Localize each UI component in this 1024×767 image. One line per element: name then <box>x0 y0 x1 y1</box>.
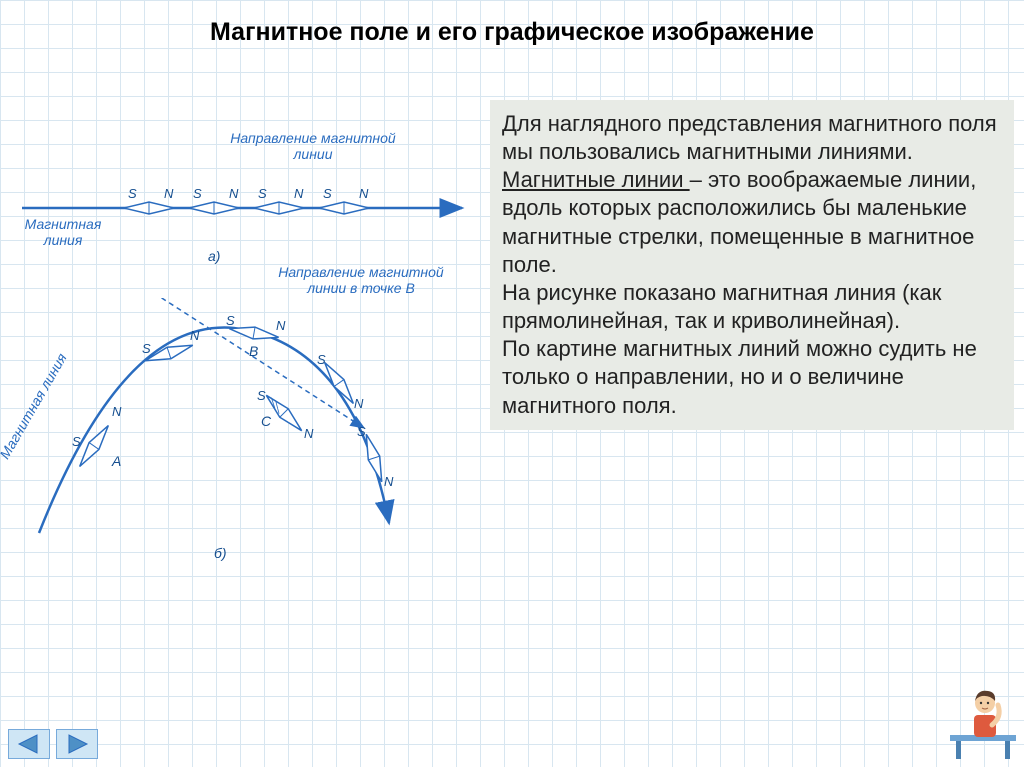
term-magnetic-lines: Магнитные линии <box>502 167 690 192</box>
svg-text:S: S <box>193 186 202 201</box>
para4: По картине магнитных линий можно судить … <box>502 336 977 417</box>
page-title-text: Магнитное поле и его графическое изображ… <box>210 18 814 46</box>
svg-text:C: C <box>261 413 272 429</box>
curve-line-svg: S N A S N S N B S N S <box>14 298 474 568</box>
compass-2: S N <box>189 186 239 214</box>
label-a: а) <box>208 248 220 264</box>
svg-text:N: N <box>190 328 200 343</box>
svg-text:B: B <box>249 343 258 359</box>
svg-text:N: N <box>384 474 394 489</box>
svg-text:S: S <box>258 186 267 201</box>
diagram: Направление магнитной линии S N S N S N <box>8 130 488 570</box>
compass-3: S N <box>254 186 304 214</box>
explanation-text: Для наглядного представления магнитного … <box>490 100 1014 430</box>
svg-text:N: N <box>276 318 286 333</box>
svg-text:N: N <box>164 186 174 201</box>
label-direction-top: Направление магнитной линии <box>218 130 408 162</box>
label-b: б) <box>214 545 227 561</box>
label-direction-b: Направление магнитной линии в точке B <box>276 264 446 296</box>
svg-text:S: S <box>142 341 151 356</box>
svg-text:N: N <box>354 396 364 411</box>
triangle-left-icon <box>9 730 49 758</box>
svg-text:N: N <box>359 186 369 201</box>
para3: На рисунке показано магнитная линия (как… <box>502 280 941 333</box>
svg-text:S: S <box>72 434 81 449</box>
compass-4: S N <box>319 186 369 214</box>
page-title: Магнитное поле и его графическое изображ… <box>0 18 1024 47</box>
para1: Для наглядного представления магнитного … <box>502 111 997 164</box>
svg-text:N: N <box>304 426 314 441</box>
svg-text:A: A <box>111 453 121 469</box>
compass-b <box>228 323 279 344</box>
svg-text:N: N <box>294 186 304 201</box>
svg-text:S: S <box>317 352 326 367</box>
prev-button[interactable] <box>8 729 50 759</box>
triangle-right-icon <box>57 730 97 758</box>
svg-text:S: S <box>128 186 137 201</box>
svg-text:N: N <box>112 404 122 419</box>
svg-text:S: S <box>226 313 235 328</box>
svg-text:S: S <box>357 424 366 439</box>
svg-text:N: N <box>229 186 239 201</box>
next-button[interactable] <box>56 729 98 759</box>
svg-text:S: S <box>257 388 266 403</box>
label-magnetic-line-a: Магнитная линия <box>8 216 118 248</box>
compass-1: S N <box>124 186 174 214</box>
svg-text:S: S <box>323 186 332 201</box>
student-clipart <box>948 681 1018 761</box>
